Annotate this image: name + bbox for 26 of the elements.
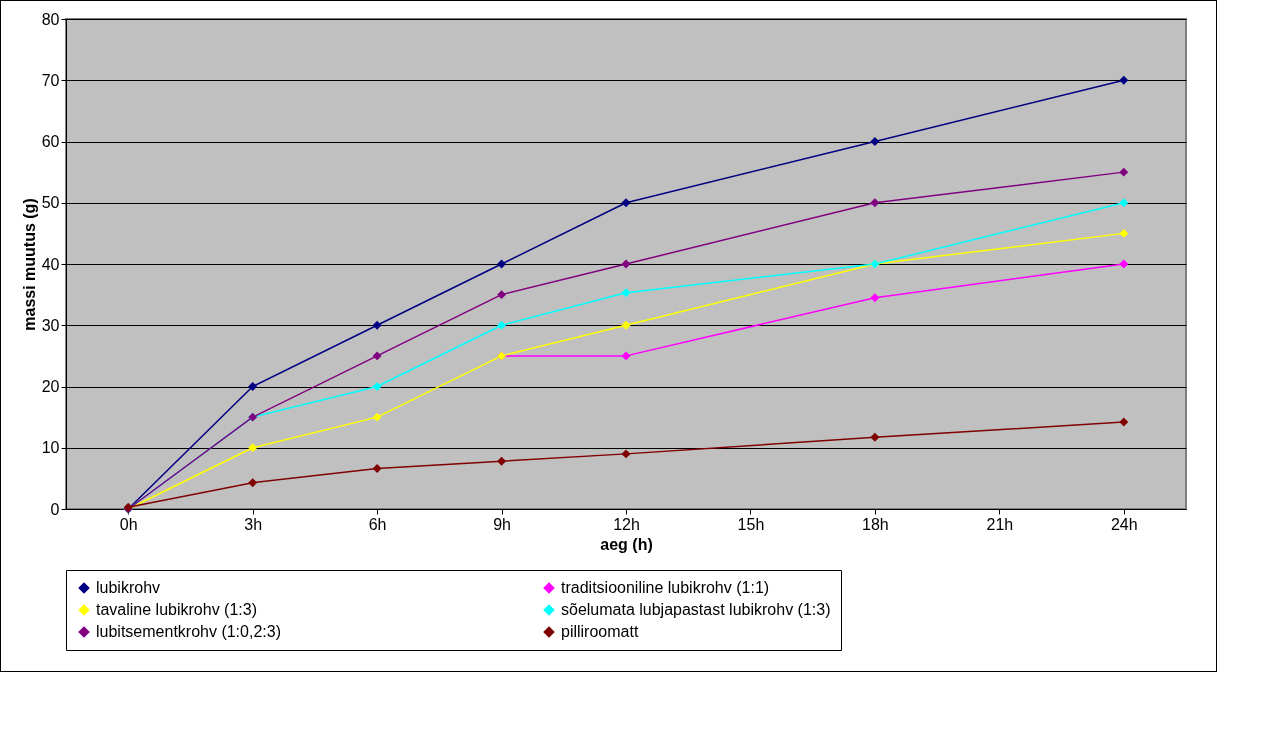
legend-label: lubikrohv (96, 579, 161, 596)
y-axis-title: massi muutus (g) (20, 198, 38, 331)
y-tick-label: 60 (41, 133, 60, 150)
x-tick-label: 15h (737, 515, 765, 533)
x-axis-title: aeg (h) (600, 535, 653, 553)
y-tick-label: 10 (41, 439, 60, 457)
y-tick-label: 30 (41, 316, 60, 334)
legend-label: pilliroomatt (561, 623, 639, 640)
x-tick-label: 12h (613, 515, 640, 533)
legend-label: lubitsementkrohv (1:0,2:3) (96, 623, 281, 640)
legend-label: tavaline lubikrohv (1:3) (96, 601, 257, 618)
y-tick-label: 0 (50, 500, 60, 518)
legend-label: sõelumata lubjapastast lubikrohv (1:3) (561, 601, 831, 618)
x-tick-label: 0h (119, 515, 138, 533)
legend-label: traditsiooniline lubikrohv (1:1) (561, 579, 770, 596)
x-tick-label: 6h (368, 515, 387, 533)
y-tick-label: 80 (41, 10, 60, 28)
x-tick-label: 3h (244, 515, 263, 533)
y-tick-label: 70 (41, 71, 60, 89)
x-tick-label: 18h (862, 515, 889, 533)
y-tick-label: 20 (41, 378, 60, 395)
x-tick-label: 24h (1110, 515, 1138, 533)
y-tick-label: 40 (41, 255, 60, 273)
x-tick-label: 9h (493, 515, 511, 533)
x-tick-label: 21h (986, 515, 1014, 533)
y-tick-label: 50 (41, 194, 60, 212)
